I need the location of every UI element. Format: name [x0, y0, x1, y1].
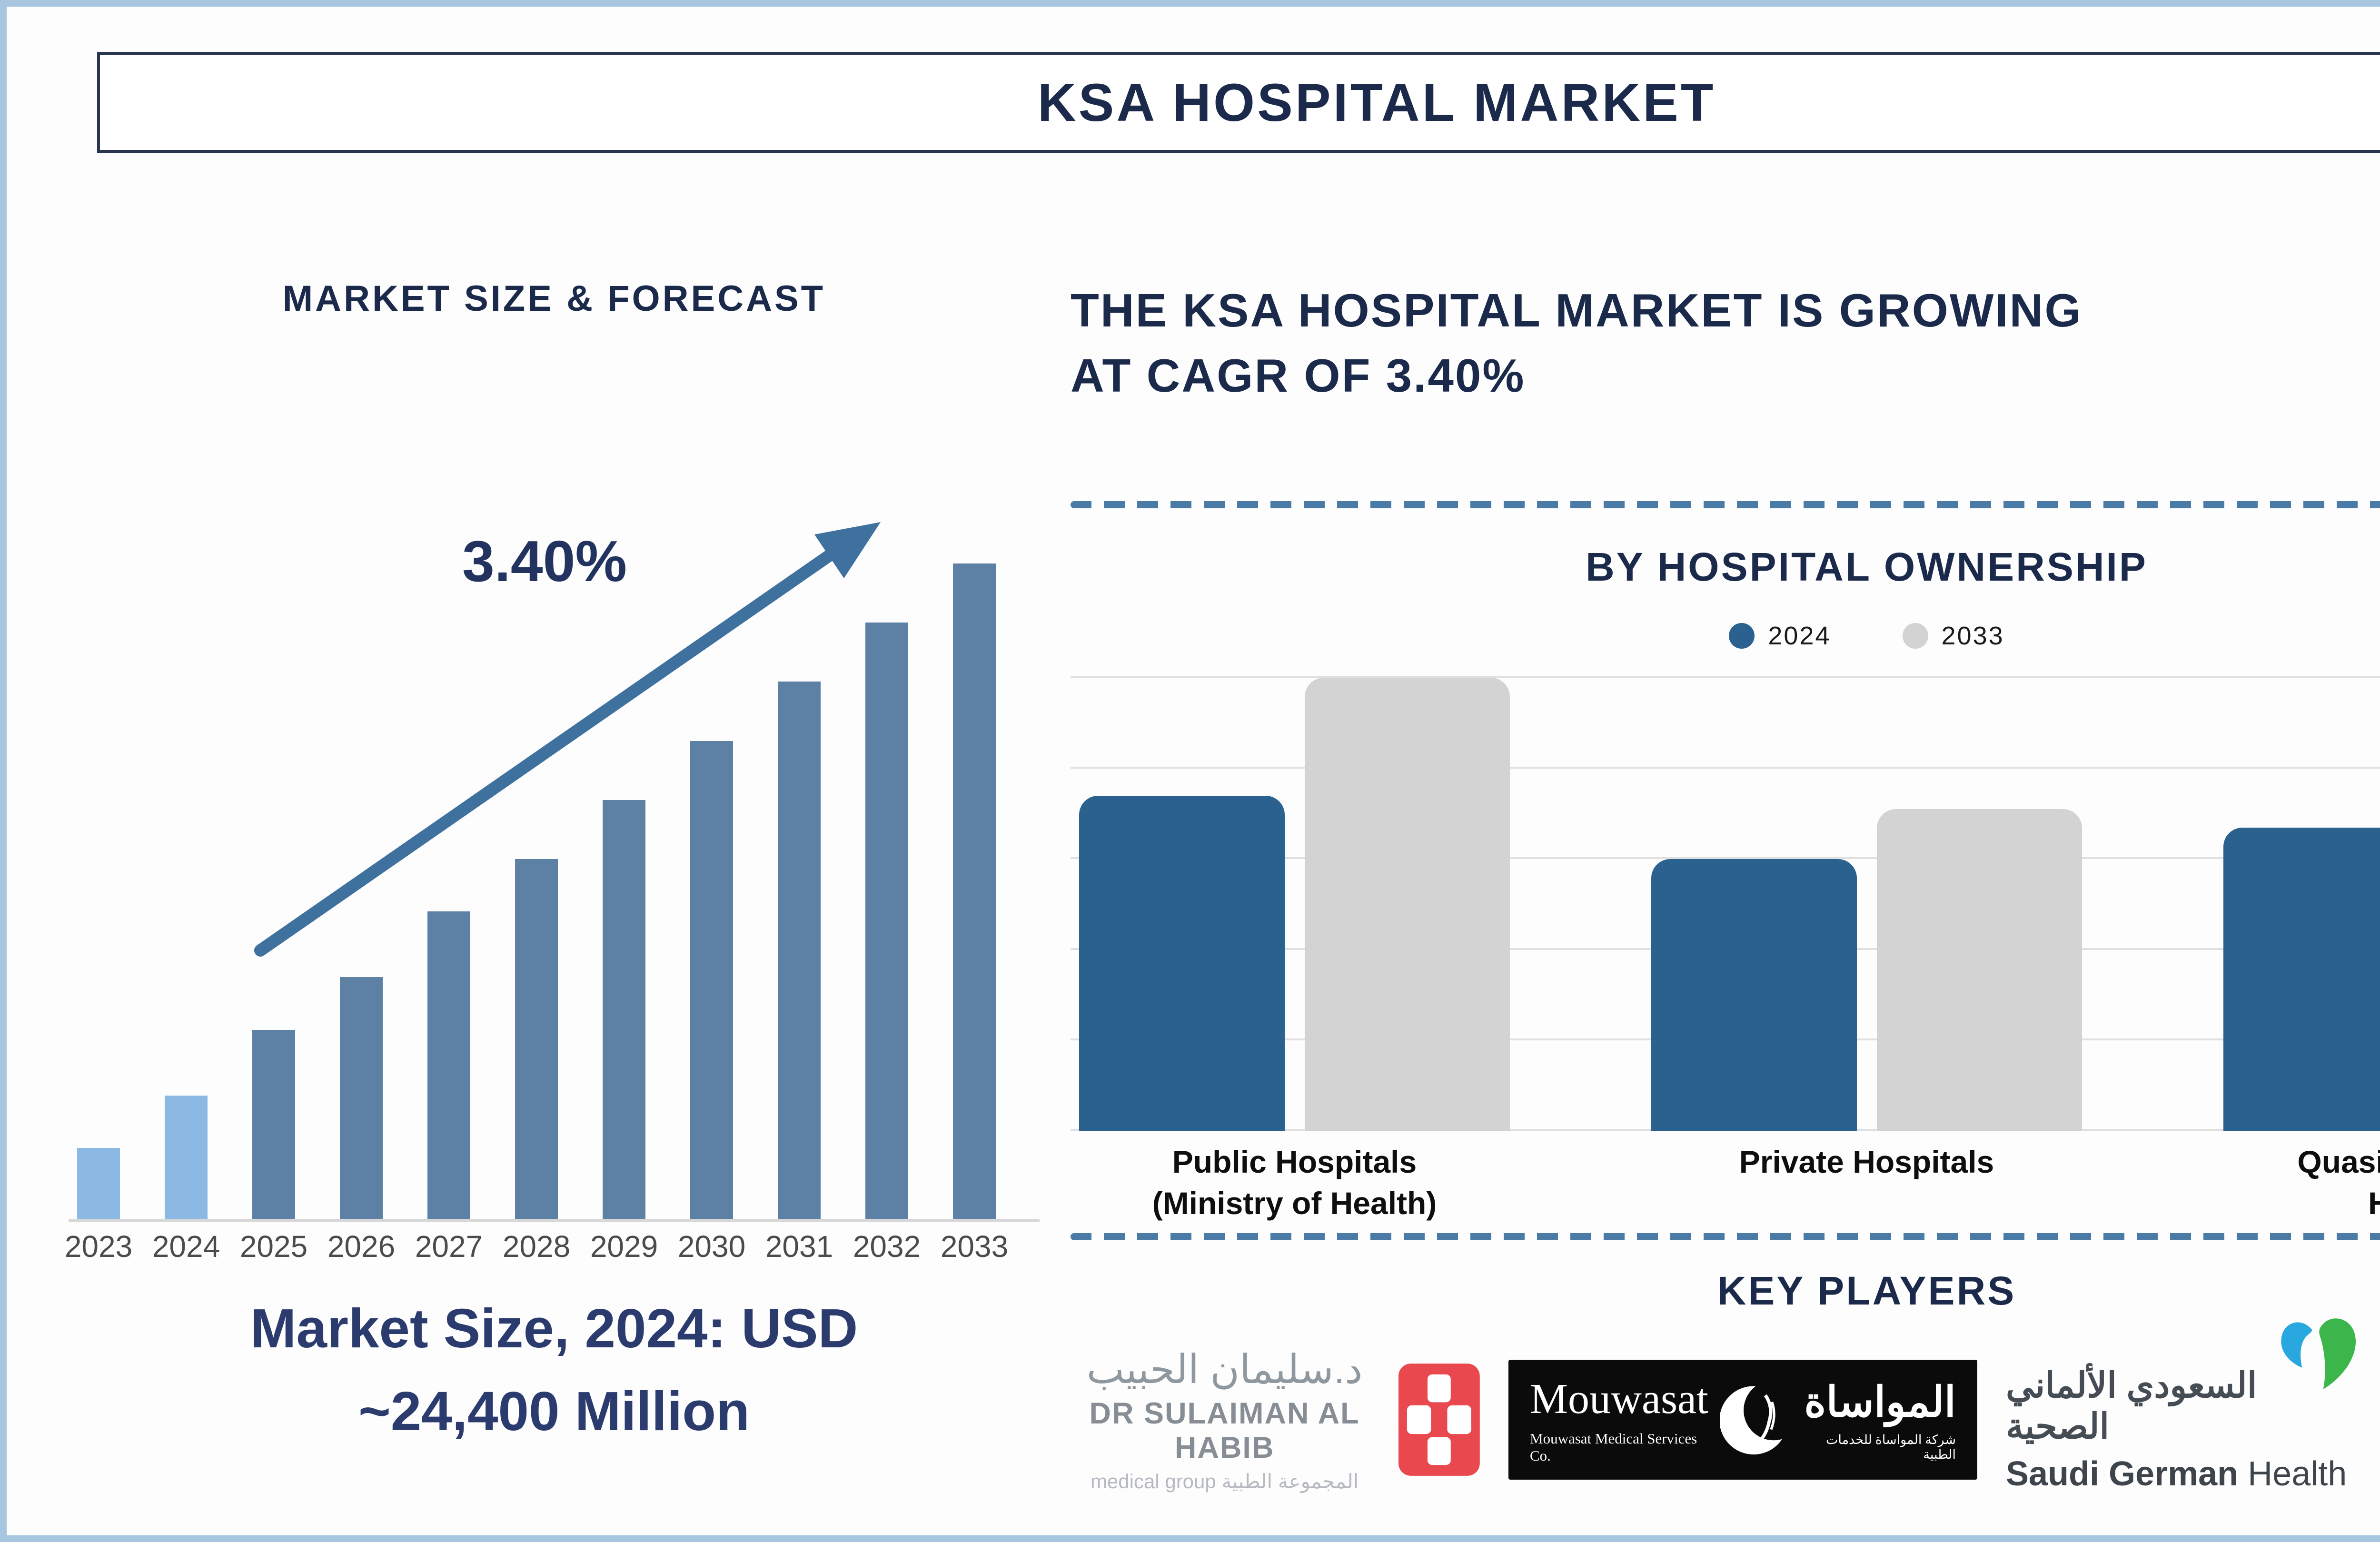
gridline: [1071, 676, 2380, 678]
ownership-bar-2024-group2: [1651, 859, 1857, 1131]
logo-saudi-german-health: السعودي الألماني الصحية Saudi German Hea…: [2006, 1318, 2368, 1493]
gridline: [1071, 857, 2380, 860]
gridline: [1071, 766, 2380, 769]
market-bar-2029: [603, 800, 645, 1220]
sgh-latin-name: Saudi German Health: [2006, 1454, 2368, 1493]
ownership-categories: Public Hospitals (Ministry of Health) Priv…: [1071, 1141, 2380, 1224]
market-bar-2025: [252, 1029, 295, 1220]
sgh-latin-regular: Health: [2248, 1454, 2347, 1493]
habib-latin-name: DR SULAIMAN AL HABIB: [1089, 1397, 1360, 1465]
key-players-logos: د.سليمان الحبيب DR SULAIMAN AL HABIB med…: [1071, 1318, 2380, 1501]
growth-statement-line2: AT CAGR OF 3.40%: [1071, 349, 1526, 402]
habib-logo-text: د.سليمان الحبيب DR SULAIMAN AL HABIB med…: [1071, 1346, 1378, 1493]
ownership-legend: 2024 2033: [1071, 621, 2380, 651]
ownership-bar-2033-group1: [1304, 678, 1510, 1131]
ownership-category-label-2: Private Hospitals: [1739, 1144, 1994, 1180]
year-label-2027: 2027: [415, 1229, 483, 1264]
right-panel: THE KSA HOSPITAL MARKET IS GROWING AT CA…: [1071, 278, 2380, 1534]
dashed-divider-top: [1071, 501, 2380, 509]
market-bars-row: [77, 563, 996, 1220]
market-bar-2033: [953, 563, 996, 1220]
mouwasat-arabic-sub: شركة المواساة للخدمات الطبية: [1825, 1432, 1956, 1462]
ownership-group-3: [2223, 678, 2380, 1131]
market-bar-2030: [690, 741, 733, 1220]
year-label-2026: 2026: [327, 1229, 396, 1264]
dashed-divider-bottom: [1071, 1233, 2380, 1240]
legend-item-2024: 2024: [1729, 621, 1831, 651]
ownership-chart: [1071, 676, 2380, 1131]
page-title: KSA HOSPITAL MARKET: [1037, 72, 1716, 132]
mouwasat-crescent-icon: [1720, 1380, 1792, 1455]
year-label-2029: 2029: [590, 1229, 658, 1264]
ownership-bar-2024-group3: [2223, 827, 2380, 1131]
year-label-2023: 2023: [64, 1229, 133, 1264]
mouwasat-latin-name: Mouwasat: [1530, 1375, 1708, 1423]
market-years-row: 2023 2024 2025 2026 2027 2028 2029 2030 2031 2032…: [64, 1229, 1009, 1264]
logo-dr-sulaiman-al-habib: د.سليمان الحبيب DR SULAIMAN AL HABIB med…: [1071, 1346, 1480, 1493]
market-bar-2024: [165, 1095, 208, 1220]
key-players-heading: KEY PLAYERS: [1717, 1268, 2016, 1313]
ownership-bar-2033-group2: [1876, 809, 2082, 1131]
legend-label-2024: 2024: [1768, 622, 1831, 651]
year-label-2024: 2024: [152, 1229, 220, 1264]
year-label-2031: 2031: [765, 1229, 833, 1264]
year-label-2033: 2033: [940, 1229, 1009, 1264]
market-size-caption: Market Size, 2024: USD ~24,400 Million: [69, 1287, 1040, 1453]
legend-dot-2033: [1902, 623, 1928, 649]
legend-label-2033: 2033: [1941, 622, 2004, 651]
mouwasat-latin-block: Mouwasat Mouwasat Medical Services Co.: [1530, 1374, 1720, 1464]
market-bar-2032: [865, 623, 908, 1220]
market-size-heading: MARKET SIZE & FORECAST: [282, 278, 826, 319]
growth-statement: THE KSA HOSPITAL MARKET IS GROWING AT CA…: [1071, 278, 2380, 408]
mouwasat-arabic-name: المواساة: [1804, 1379, 1956, 1426]
mouwasat-arabic-block: المواساة شركة المواساة للخدمات الطبية: [1791, 1377, 1956, 1462]
legend-item-2033: 2033: [1902, 621, 2004, 651]
market-bar-2027: [427, 911, 470, 1220]
ownership-heading: BY HOSPITAL OWNERSHIP: [1586, 544, 2148, 590]
ownership-group-2: [1651, 678, 2082, 1131]
ownership-bar-2024-group1: [1079, 795, 1285, 1131]
growth-statement-line1: THE KSA HOSPITAL MARKET IS GROWING: [1071, 284, 2082, 336]
ownership-category-label-3: Quasi-GovernmentHospitals: [2297, 1144, 2380, 1221]
sgh-heart-icon: [2281, 1318, 2356, 1389]
mouwasat-latin-sub: Mouwasat Medical Services Co.: [1530, 1430, 1697, 1464]
habib-cross-icon: [1398, 1363, 1480, 1476]
market-bar-2026: [340, 977, 383, 1220]
ownership-category-label-1: Public Hospitals (Ministry of Health): [1152, 1144, 1437, 1221]
title-box: KSA HOSPITAL MARKET: [97, 52, 2380, 153]
market-bar-2031: [778, 682, 821, 1220]
sgh-latin-bold: Saudi German: [2006, 1454, 2239, 1493]
cagr-label: 3.40%: [462, 529, 627, 593]
ownership-group-1: [1079, 678, 1510, 1131]
habib-arabic-name: د.سليمان الحبيب: [1086, 1347, 1363, 1392]
market-size-caption-line1: Market Size, 2024: USD: [250, 1297, 858, 1359]
habib-subtext: medical group المجموعة الطبية: [1090, 1470, 1359, 1493]
logo-mouwasat: Mouwasat Mouwasat Medical Services Co. ا…: [1508, 1359, 1977, 1480]
market-size-caption-line2: ~24,400 Million: [358, 1380, 750, 1442]
legend-dot-2024: [1729, 623, 1755, 649]
year-label-2032: 2032: [853, 1229, 921, 1264]
market-size-panel: MARKET SIZE & FORECAST 3.40% 2023 2024 202…: [64, 278, 1040, 1534]
market-size-chart: 3.40%: [69, 483, 1040, 1222]
market-bar-2023: [77, 1148, 120, 1220]
x-axis-line: [69, 1219, 1040, 1222]
year-label-2030: 2030: [677, 1229, 746, 1264]
sgh-arabic-name: السعودي الألماني الصحية: [2006, 1365, 2257, 1446]
ownership-groups: [1071, 678, 2380, 1131]
year-label-2028: 2028: [502, 1229, 571, 1264]
market-bar-2028: [515, 859, 558, 1220]
year-label-2025: 2025: [239, 1229, 308, 1264]
